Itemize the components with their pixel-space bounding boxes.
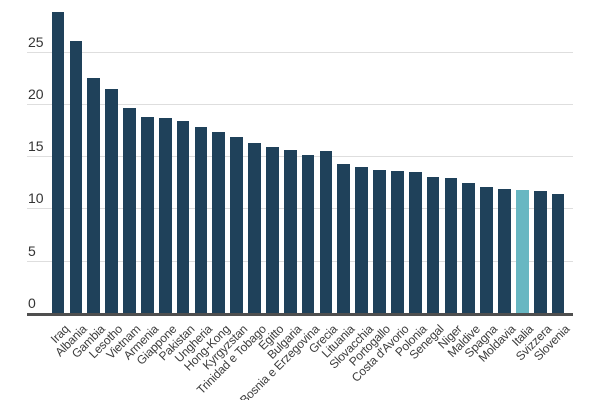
bar-lesotho[interactable]	[105, 89, 119, 313]
bar-maldive[interactable]	[462, 183, 476, 313]
bar-lituania[interactable]	[337, 164, 351, 313]
bar-giappone[interactable]	[158, 118, 172, 313]
gridline-25	[27, 51, 573, 53]
bar-kyrgyzstan[interactable]	[230, 137, 244, 313]
bar-trinidad-e-tobago[interactable]	[248, 142, 261, 313]
y-tick-label-5: 5	[28, 242, 36, 259]
bar-costa-d-avorio[interactable]	[390, 170, 404, 313]
bar-moldavia[interactable]	[498, 188, 511, 313]
bar-slovacchia[interactable]	[355, 166, 369, 313]
y-tick-label-15: 15	[28, 138, 44, 155]
bar-hong-kong[interactable]	[212, 132, 226, 313]
bar-spagna[interactable]	[480, 187, 494, 313]
bar-svizzera[interactable]	[533, 190, 547, 313]
bar-ungheria[interactable]	[194, 126, 208, 313]
bar-pakistan[interactable]	[176, 120, 190, 313]
bar-gambia[interactable]	[87, 77, 101, 313]
gridline-10	[27, 208, 573, 210]
y-tick-label-0: 0	[28, 295, 36, 311]
bar-polonia[interactable]	[408, 171, 422, 313]
gridline-5	[27, 260, 573, 262]
bar-armenia[interactable]	[140, 117, 154, 313]
y-tick-label-25: 25	[28, 33, 44, 50]
bar-albania[interactable]	[69, 41, 83, 313]
bar-senegal[interactable]	[426, 177, 440, 313]
bar-italia[interactable]	[515, 189, 529, 313]
bar-niger[interactable]	[444, 178, 458, 313]
bar-grecia[interactable]	[319, 150, 333, 313]
y-tick-label-10: 10	[28, 190, 44, 207]
y-tick-label-20: 20	[28, 85, 44, 102]
gridline-15	[27, 156, 573, 158]
gridline-20	[27, 103, 573, 105]
bar-iraq[interactable]	[51, 11, 65, 313]
x-axis-line	[27, 313, 573, 316]
bar-bosnia-e-erzegovina[interactable]	[301, 155, 315, 313]
bar-egitto[interactable]	[265, 146, 279, 313]
bar-slovenia[interactable]	[551, 193, 565, 313]
bar-vietnam[interactable]	[123, 107, 136, 313]
bar-bulgaria[interactable]	[283, 149, 297, 313]
bar-portogallo[interactable]	[373, 169, 386, 313]
